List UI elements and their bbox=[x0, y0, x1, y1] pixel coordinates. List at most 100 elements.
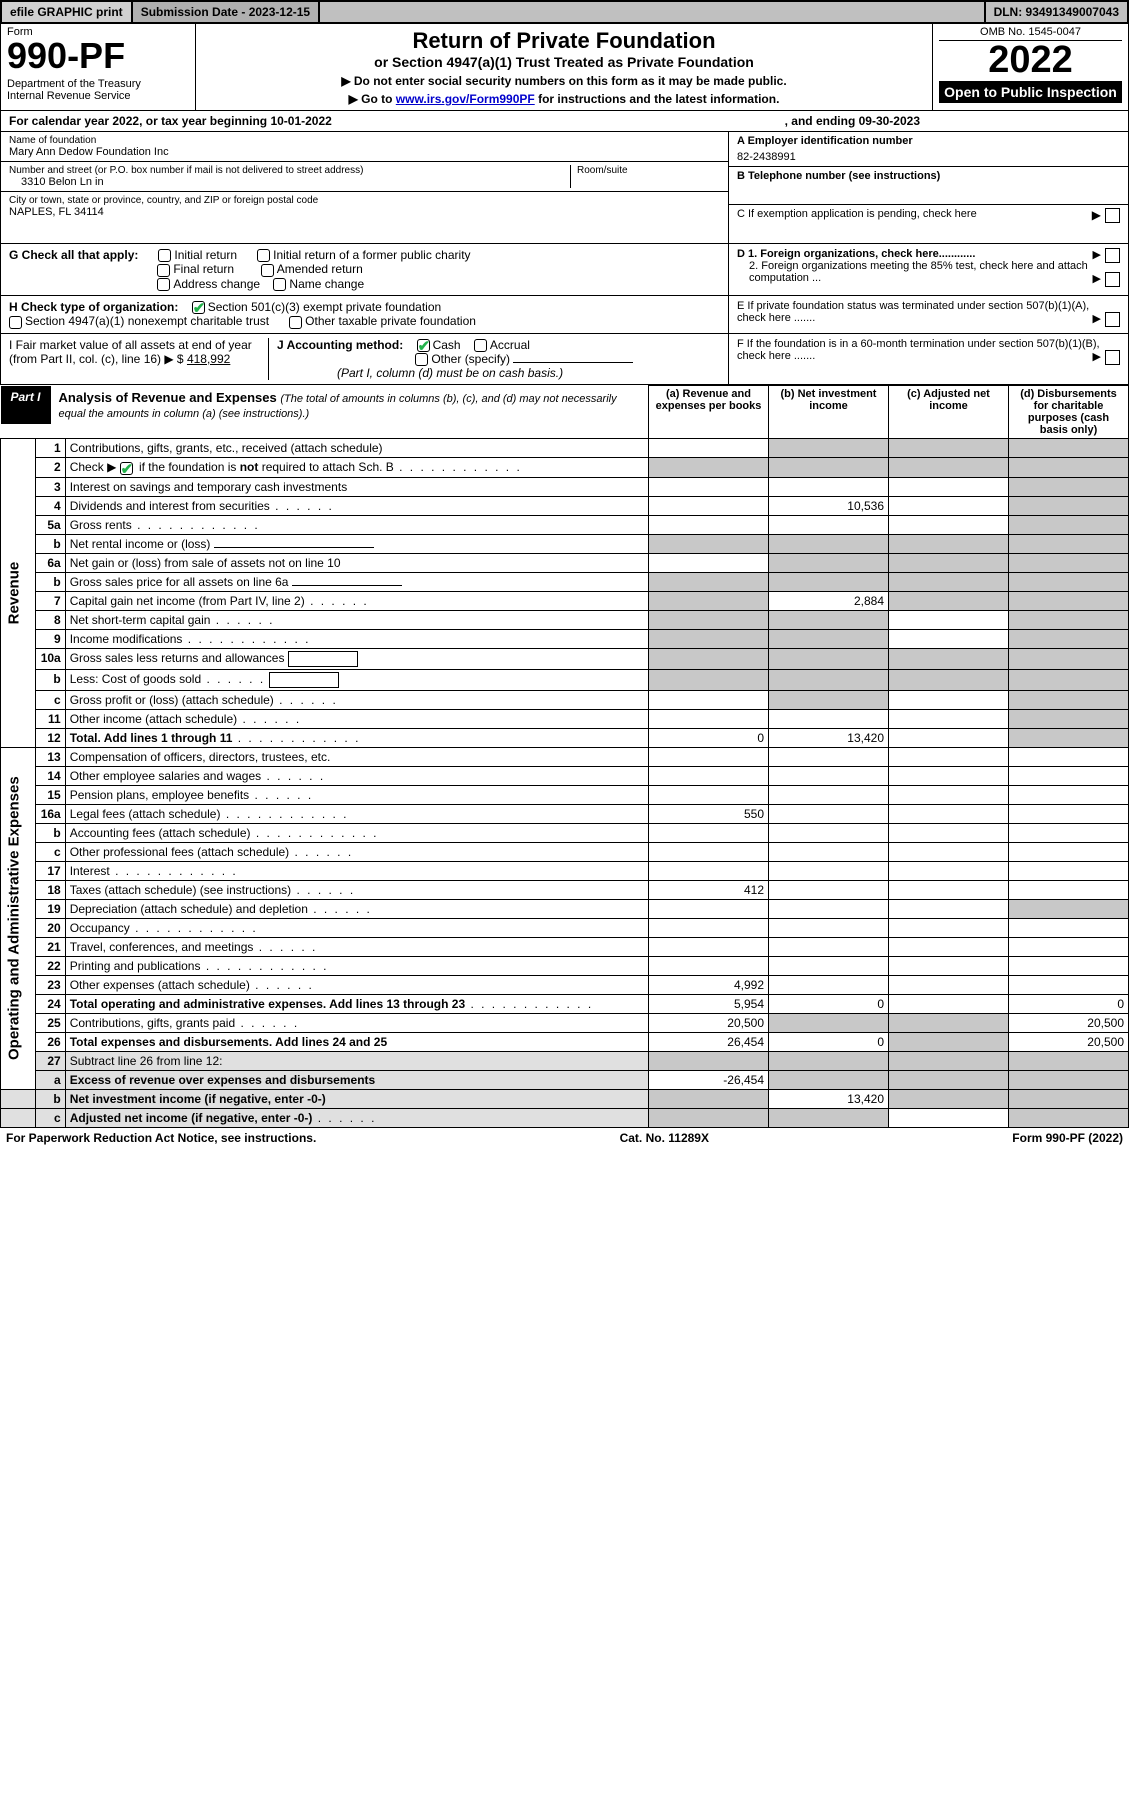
calendar-year-row: For calendar year 2022, or tax year begi… bbox=[0, 111, 1129, 132]
final-return-checkbox[interactable] bbox=[157, 264, 170, 277]
expenses-label: Operating and Administrative Expenses bbox=[1, 747, 36, 1089]
col-b-header: (b) Net investment income bbox=[769, 386, 889, 439]
other-taxable-checkbox[interactable] bbox=[289, 316, 302, 329]
tax-year: 2022 bbox=[939, 41, 1122, 79]
table-row: 4Dividends and interest from securities1… bbox=[1, 496, 1129, 515]
name-change-checkbox[interactable] bbox=[273, 278, 286, 291]
cal-end: , and ending 09-30-2023 bbox=[785, 114, 920, 128]
room-suite-label: Room/suite bbox=[577, 165, 720, 176]
fmv-value: 418,992 bbox=[187, 352, 230, 366]
table-row: Operating and Administrative Expenses 13… bbox=[1, 747, 1129, 766]
cash-basis-note: (Part I, column (d) must be on cash basi… bbox=[277, 366, 563, 380]
table-row: cGross profit or (loss) (attach schedule… bbox=[1, 690, 1129, 709]
table-row: 16aLegal fees (attach schedule)550 bbox=[1, 804, 1129, 823]
other-method-checkbox[interactable] bbox=[415, 353, 428, 366]
goto-note: ▶ Go to www.irs.gov/Form990PF for instru… bbox=[204, 92, 924, 106]
revenue-label: Revenue bbox=[1, 439, 36, 747]
table-row: 14Other employee salaries and wages bbox=[1, 766, 1129, 785]
city-state-zip: NAPLES, FL 34114 bbox=[9, 206, 720, 218]
table-row: 8Net short-term capital gain bbox=[1, 610, 1129, 629]
table-row: bAccounting fees (attach schedule) bbox=[1, 823, 1129, 842]
part1-label: Part I bbox=[1, 386, 51, 424]
telephone-cell: B Telephone number (see instructions) bbox=[729, 167, 1128, 205]
table-row: 25Contributions, gifts, grants paid20,50… bbox=[1, 1013, 1129, 1032]
f-checkbox[interactable] bbox=[1105, 350, 1120, 365]
initial-return-checkbox[interactable] bbox=[158, 249, 171, 262]
f-label: F If the foundation is in a 60-month ter… bbox=[737, 338, 1100, 362]
col-a-header: (a) Revenue and expenses per books bbox=[649, 386, 769, 439]
table-row: 6aNet gain or (loss) from sale of assets… bbox=[1, 553, 1129, 572]
table-row: 10aGross sales less returns and allowanc… bbox=[1, 648, 1129, 669]
i-j-f-row: I Fair market value of all assets at end… bbox=[0, 334, 1129, 386]
table-row: 9Income modifications bbox=[1, 629, 1129, 648]
form-title: Return of Private Foundation bbox=[204, 28, 924, 54]
identification-block: Name of foundation Mary Ann Dedow Founda… bbox=[0, 132, 1129, 244]
e-checkbox[interactable] bbox=[1105, 312, 1120, 327]
col-d-header: (d) Disbursements for charitable purpose… bbox=[1009, 386, 1129, 439]
form-id-block: Form 990-PF Department of the Treasury I… bbox=[1, 24, 196, 110]
table-row: cAdjusted net income (if negative, enter… bbox=[1, 1108, 1129, 1127]
exemption-pending-cell: C If exemption application is pending, c… bbox=[729, 205, 1128, 243]
col-c-header: (c) Adjusted net income bbox=[889, 386, 1009, 439]
part1-desc: Analysis of Revenue and Expenses (The to… bbox=[51, 386, 648, 424]
table-row: 17Interest bbox=[1, 861, 1129, 880]
topbar: efile GRAPHIC print Submission Date - 20… bbox=[0, 0, 1129, 24]
ein-value: 82-2438991 bbox=[737, 151, 1120, 163]
open-inspection: Open to Public Inspection bbox=[939, 81, 1122, 103]
table-row: 23Other expenses (attach schedule)4,992 bbox=[1, 975, 1129, 994]
street-address: 3310 Belon Ln in bbox=[9, 176, 570, 188]
4947-checkbox[interactable] bbox=[9, 316, 22, 329]
cat-number: Cat. No. 11289X bbox=[620, 1131, 709, 1145]
form-header: Form 990-PF Department of the Treasury I… bbox=[0, 24, 1129, 111]
d1-label: D 1. Foreign organizations, check here..… bbox=[737, 248, 975, 260]
foundation-name-cell: Name of foundation Mary Ann Dedow Founda… bbox=[1, 132, 728, 162]
amended-return-checkbox[interactable] bbox=[261, 264, 274, 277]
foundation-name: Mary Ann Dedow Foundation Inc bbox=[9, 146, 720, 158]
page-footer: For Paperwork Reduction Act Notice, see … bbox=[0, 1128, 1129, 1148]
g-label: G Check all that apply: bbox=[9, 248, 138, 262]
table-row: 2 Check ▶ if the foundation is not requi… bbox=[1, 458, 1129, 477]
table-row: 27Subtract line 26 from line 12: bbox=[1, 1051, 1129, 1070]
form-number: 990-PF bbox=[7, 38, 189, 74]
e-label: E If private foundation status was termi… bbox=[737, 300, 1089, 324]
form-footer: Form 990-PF (2022) bbox=[1012, 1131, 1123, 1145]
table-row: bNet investment income (if negative, ent… bbox=[1, 1089, 1129, 1108]
table-row: 7Capital gain net income (from Part IV, … bbox=[1, 591, 1129, 610]
table-row: 18Taxes (attach schedule) (see instructi… bbox=[1, 880, 1129, 899]
table-row: 26Total expenses and disbursements. Add … bbox=[1, 1032, 1129, 1051]
table-row: 20Occupancy bbox=[1, 918, 1129, 937]
g-d-row: G Check all that apply: Initial return I… bbox=[0, 244, 1129, 296]
efile-print-button[interactable]: efile GRAPHIC print bbox=[2, 2, 133, 22]
501c3-checkbox[interactable] bbox=[192, 301, 205, 314]
table-row: 19Depreciation (attach schedule) and dep… bbox=[1, 899, 1129, 918]
paperwork-notice: For Paperwork Reduction Act Notice, see … bbox=[6, 1131, 316, 1145]
d1-checkbox[interactable] bbox=[1105, 248, 1120, 263]
accrual-checkbox[interactable] bbox=[474, 339, 487, 352]
h-label: H Check type of organization: bbox=[9, 300, 178, 314]
initial-former-checkbox[interactable] bbox=[257, 249, 270, 262]
table-row: 3Interest on savings and temporary cash … bbox=[1, 477, 1129, 496]
c-checkbox[interactable] bbox=[1105, 208, 1120, 223]
part1-table: Part I Analysis of Revenue and Expenses … bbox=[0, 385, 1129, 1127]
form-title-block: Return of Private Foundation or Section … bbox=[196, 24, 933, 110]
cal-begin: For calendar year 2022, or tax year begi… bbox=[9, 114, 332, 128]
table-row: 15Pension plans, employee benefits bbox=[1, 785, 1129, 804]
table-row: bLess: Cost of goods sold bbox=[1, 669, 1129, 690]
table-row: cOther professional fees (attach schedul… bbox=[1, 842, 1129, 861]
table-row: 21Travel, conferences, and meetings bbox=[1, 937, 1129, 956]
table-row: 5aGross rents bbox=[1, 515, 1129, 534]
irs-link[interactable]: www.irs.gov/Form990PF bbox=[396, 92, 535, 106]
address-change-checkbox[interactable] bbox=[157, 278, 170, 291]
table-row: 12Total. Add lines 1 through 11013,420 bbox=[1, 728, 1129, 747]
j-label: J Accounting method: bbox=[277, 338, 403, 352]
cash-checkbox[interactable] bbox=[417, 339, 430, 352]
form-subtitle: or Section 4947(a)(1) Trust Treated as P… bbox=[204, 54, 924, 70]
table-row: Revenue 1Contributions, gifts, grants, e… bbox=[1, 439, 1129, 458]
dln: DLN: 93491349007043 bbox=[984, 2, 1127, 22]
ein-cell: A Employer identification number 82-2438… bbox=[729, 132, 1128, 167]
city-cell: City or town, state or province, country… bbox=[1, 192, 728, 221]
table-row: 24Total operating and administrative exp… bbox=[1, 994, 1129, 1013]
d2-checkbox[interactable] bbox=[1105, 272, 1120, 287]
year-block: OMB No. 1545-0047 2022 Open to Public In… bbox=[933, 24, 1128, 110]
schb-checkbox[interactable] bbox=[120, 462, 133, 475]
